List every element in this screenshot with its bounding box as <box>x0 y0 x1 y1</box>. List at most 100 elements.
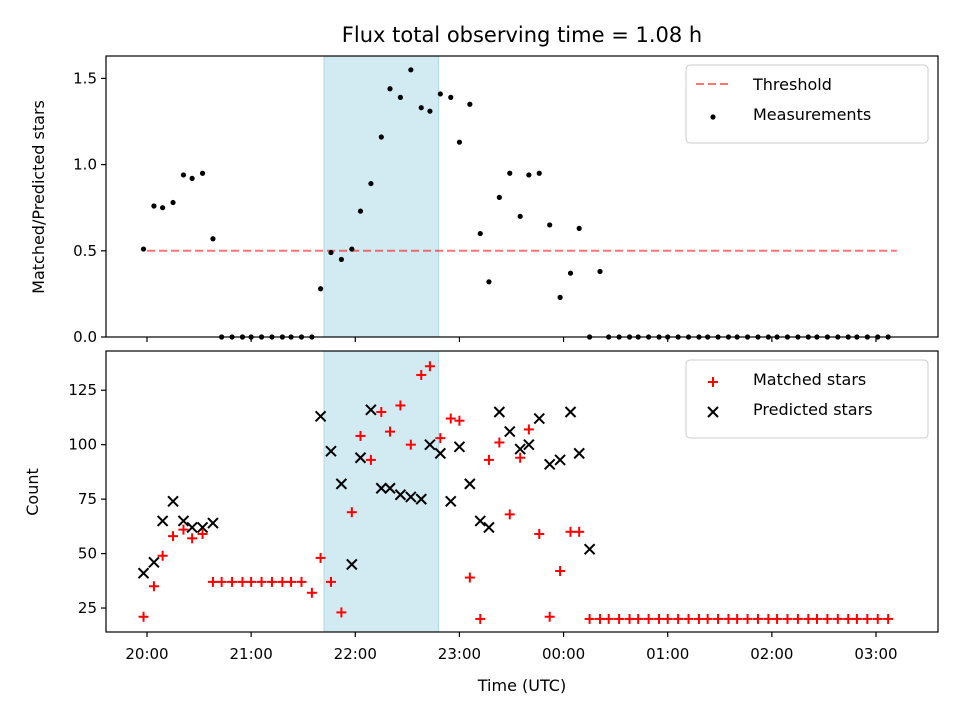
y-tick-label: 0.5 <box>73 242 97 260</box>
data-point-matched <box>811 613 822 624</box>
x-tick-label: 20:00 <box>125 645 168 663</box>
data-point-matched <box>315 552 326 563</box>
data-point-predicted <box>394 489 407 501</box>
data-point-matched <box>742 613 753 624</box>
data-point-matched <box>246 576 257 587</box>
legend-label: Measurements <box>753 105 871 124</box>
data-point-predicted <box>483 521 495 534</box>
data-point-predicted <box>325 445 337 457</box>
data-point-predicted <box>156 515 169 527</box>
panel-counts: 25 50 75 100 125 20:00 21:00 22:00 23:00 00:00 01:… <box>68 350 939 663</box>
data-point-matched <box>544 611 555 622</box>
data-point-measurement <box>368 180 374 187</box>
data-point-matched <box>702 613 713 624</box>
data-point-predicted <box>453 441 466 453</box>
data-point-matched <box>355 430 366 441</box>
data-point-matched <box>555 566 566 577</box>
data-point-matched <box>872 613 883 624</box>
data-point-matched <box>256 576 267 587</box>
data-point-measurement <box>526 172 532 178</box>
x-tick-label: 22:00 <box>334 645 377 663</box>
data-point-matched <box>595 613 606 624</box>
data-point-matched <box>683 613 694 624</box>
data-point-matched <box>723 613 734 624</box>
x-tick-label: 21:00 <box>230 645 273 663</box>
data-point-matched <box>654 613 665 624</box>
data-point-matched <box>633 613 644 624</box>
data-point-measurement <box>467 101 473 107</box>
data-point-matched <box>843 613 854 624</box>
legend-matched-swatch <box>708 377 718 387</box>
data-point-matched <box>515 452 526 463</box>
observing-window-shade <box>323 55 440 338</box>
data-point-predicted <box>493 406 506 418</box>
data-point-matched <box>614 613 625 624</box>
data-point-matched <box>464 572 475 583</box>
data-point-matched <box>227 576 238 587</box>
data-point-matched <box>752 613 763 624</box>
data-point-measurement <box>140 246 147 252</box>
x-tick-label: 00:00 <box>542 645 585 663</box>
data-point-predicted <box>533 412 545 425</box>
data-point-measurement <box>328 249 334 256</box>
data-point-measurement <box>597 268 603 275</box>
data-point-measurement <box>557 294 563 300</box>
data-point-matched <box>483 454 494 465</box>
y-tick-label: 75 <box>78 490 97 508</box>
data-point-matched <box>534 528 545 539</box>
legend-box <box>685 64 929 144</box>
data-point-predicted <box>137 567 150 579</box>
data-point-matched <box>693 613 704 624</box>
data-point-predicted <box>167 495 179 508</box>
data-point-predicted <box>207 517 219 529</box>
data-point-predicted <box>375 482 388 494</box>
legend-predicted-swatch <box>707 406 719 418</box>
data-point-matched <box>266 576 277 587</box>
y-tick-label: 0.0 <box>73 328 97 346</box>
data-point-matched <box>832 613 843 624</box>
data-point-matched <box>405 439 416 450</box>
data-point-predicted <box>514 443 526 455</box>
data-point-matched <box>584 613 595 624</box>
x-tick-label: 02:00 <box>750 645 793 663</box>
axes-frame <box>105 55 939 338</box>
data-point-predicted <box>314 410 327 423</box>
chart-title: Flux total observing time = 1.08 h <box>342 23 702 47</box>
data-point-matched <box>346 507 357 518</box>
data-point-predicted <box>554 454 566 466</box>
data-point-matched <box>365 454 376 465</box>
data-point-predicted <box>354 452 367 464</box>
data-point-measurement <box>408 67 414 73</box>
data-point-matched <box>445 413 456 424</box>
observing-window-shade <box>323 350 440 633</box>
data-point-predicted <box>504 425 516 438</box>
data-point-predicted <box>523 438 535 451</box>
data-point-matched <box>424 361 435 372</box>
y-tick-label: 125 <box>68 381 97 399</box>
data-point-measurement <box>349 246 355 252</box>
data-point-measurement <box>547 222 553 228</box>
data-point-matched <box>385 426 395 437</box>
data-point-matched <box>862 613 873 624</box>
legend: Threshold Measurements <box>685 64 929 144</box>
data-point-predicted <box>434 447 447 460</box>
data-point-measurement <box>357 208 364 214</box>
data-point-matched <box>822 613 833 624</box>
data-point-matched <box>574 526 585 537</box>
legend: Matched stars Predicted stars <box>685 359 929 439</box>
data-point-matched <box>523 424 534 435</box>
data-point-measurement <box>477 230 483 237</box>
data-point-measurement <box>160 205 166 211</box>
data-point-measurement <box>378 134 384 140</box>
data-point-measurement <box>397 94 404 100</box>
data-point-predicted <box>384 482 396 494</box>
legend-label: Matched stars <box>753 370 866 389</box>
data-point-predicted <box>186 521 198 534</box>
axes-frame <box>105 350 939 633</box>
data-point-measurement <box>576 225 582 231</box>
y-tick-label: 50 <box>78 545 97 563</box>
data-point-measurement <box>151 203 157 209</box>
panel-ratio: 0.0 0.5 1.0 1.5 Threshold Measurements <box>73 55 939 346</box>
data-point-matched <box>237 576 248 587</box>
